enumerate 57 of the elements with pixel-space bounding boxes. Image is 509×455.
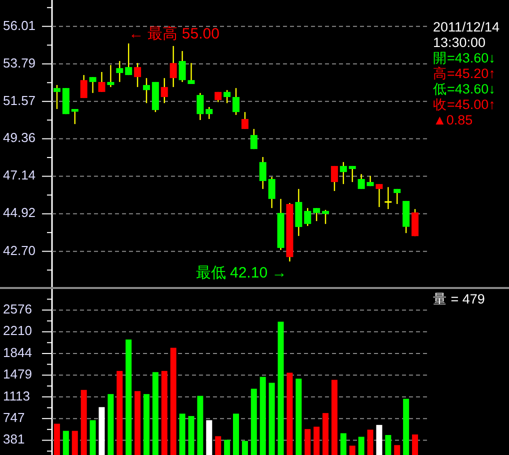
candlestick xyxy=(178,50,186,83)
candlestick xyxy=(53,84,60,110)
y-tick-label: 747 xyxy=(3,410,25,426)
candlestick xyxy=(196,92,204,121)
text: 低=43.60↓ xyxy=(433,82,496,97)
candlestick xyxy=(268,176,276,209)
y-tick-label: 47.14 xyxy=(3,168,36,183)
candlestick xyxy=(330,165,338,192)
candlestick xyxy=(80,74,88,99)
text: 13:30:00 xyxy=(433,35,486,50)
candlestick xyxy=(71,108,78,125)
candlestick xyxy=(348,165,356,183)
candlestick xyxy=(170,45,177,88)
candlestick xyxy=(358,173,365,190)
candlestick xyxy=(142,77,150,104)
y-tick-label: 49.36 xyxy=(3,130,36,146)
y-tick-label: 56.01 xyxy=(3,18,36,33)
text: 量 = 479 xyxy=(433,292,485,307)
annotation: 最低 42.10 → xyxy=(196,264,287,282)
candlestick xyxy=(322,209,330,225)
annotation: ← 最高 55.00 xyxy=(128,25,220,42)
y-tick-label: 53.79 xyxy=(3,55,36,70)
candlestick xyxy=(89,76,96,94)
y-tick-label: 1844 xyxy=(3,344,32,360)
y-tick-label: 42.70 xyxy=(3,242,36,258)
text: ▲0.85 xyxy=(433,112,473,128)
candlestick xyxy=(224,89,231,104)
candlestick xyxy=(250,128,258,150)
y-tick-label: 381 xyxy=(3,432,25,447)
y-tick-label: 51.57 xyxy=(3,92,36,108)
candlestick xyxy=(160,77,168,104)
candlestick xyxy=(241,111,248,130)
candlestick xyxy=(384,186,392,210)
text: 收=45.00↑ xyxy=(433,97,496,112)
text: 2011/12/14 xyxy=(433,20,500,35)
candlestick xyxy=(125,42,132,76)
candlestick xyxy=(412,208,419,237)
candlestick xyxy=(313,207,320,222)
y-tick-label: 1113 xyxy=(3,388,30,404)
text: 高=45.20↑ xyxy=(433,66,496,82)
candlestick xyxy=(116,60,124,83)
y-tick-label: 2576 xyxy=(3,302,32,317)
candlestick xyxy=(340,161,347,185)
candlestick xyxy=(304,207,312,227)
candlestick xyxy=(188,62,195,85)
candlestick xyxy=(98,71,106,93)
candlestick xyxy=(134,62,142,88)
y-tick-label: 44.92 xyxy=(3,205,36,220)
candlestick xyxy=(394,188,401,205)
candlestick xyxy=(107,64,114,88)
candlestick xyxy=(259,156,266,190)
candlestick xyxy=(232,87,240,116)
y-tick-label: 1479 xyxy=(3,366,32,382)
candlestick xyxy=(206,106,213,120)
candlestick xyxy=(376,183,383,208)
y-tick-label: 2210 xyxy=(3,323,32,338)
text: 開=43.60↓ xyxy=(433,50,496,66)
